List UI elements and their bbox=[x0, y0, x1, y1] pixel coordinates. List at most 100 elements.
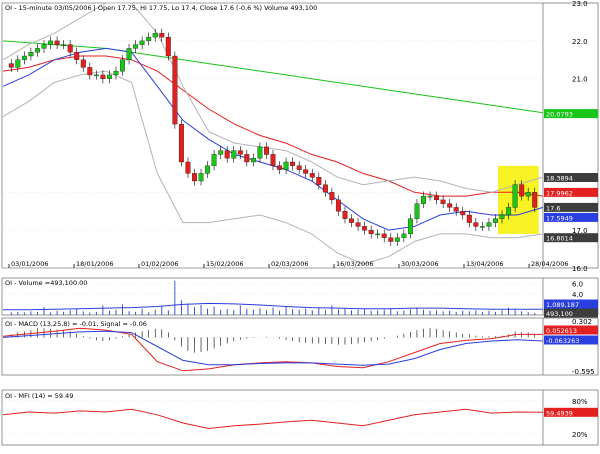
candle bbox=[35, 48, 40, 53]
date-label: 15/02/2006 bbox=[206, 260, 243, 268]
candle bbox=[460, 211, 466, 216]
candle bbox=[368, 229, 374, 235]
date-label: 02/03/2006 bbox=[271, 260, 308, 268]
volume-badge-bg bbox=[544, 299, 598, 309]
price-tick-label: 22.0 bbox=[572, 38, 588, 46]
volume-tick-label: 4.0 bbox=[572, 291, 583, 299]
candle bbox=[15, 59, 21, 68]
candle bbox=[303, 169, 309, 174]
candle bbox=[106, 74, 112, 79]
price-badge-bg bbox=[544, 109, 598, 119]
candle bbox=[178, 123, 184, 163]
candle bbox=[447, 203, 453, 208]
candle bbox=[100, 74, 106, 79]
candle bbox=[407, 218, 413, 235]
candle bbox=[211, 154, 217, 166]
candle bbox=[479, 226, 485, 228]
candle bbox=[218, 150, 224, 155]
candle bbox=[532, 192, 538, 208]
mfi-tick-label: 80% bbox=[572, 398, 588, 406]
price-badge-bg bbox=[544, 173, 598, 182]
candle bbox=[250, 158, 256, 163]
candle bbox=[525, 192, 531, 197]
candle bbox=[290, 161, 296, 166]
candle bbox=[67, 44, 73, 53]
price-badge: 17.9962 bbox=[546, 189, 573, 197]
candle bbox=[309, 173, 315, 178]
panel-frame-3 bbox=[1, 389, 599, 446]
highlight-box bbox=[498, 165, 539, 234]
date-label: 30/03/2006 bbox=[401, 260, 438, 268]
price-badge: 17.5949 bbox=[546, 214, 573, 222]
candle bbox=[283, 161, 289, 170]
mfi-badge: 59.4939 bbox=[546, 409, 573, 417]
macd-badge-bg bbox=[544, 335, 598, 345]
candle bbox=[401, 233, 407, 238]
panel-frame-1 bbox=[1, 277, 599, 316]
bollinger-upper-line bbox=[2, 2, 544, 193]
macd-tick-label: 0.302 bbox=[572, 318, 592, 326]
candle bbox=[329, 192, 335, 201]
candle bbox=[126, 48, 132, 60]
candle bbox=[146, 36, 152, 42]
candle bbox=[159, 33, 165, 38]
candle bbox=[375, 233, 381, 236]
candle bbox=[453, 207, 459, 212]
candle bbox=[244, 154, 250, 163]
candle bbox=[519, 184, 525, 197]
candle bbox=[165, 36, 171, 57]
candle bbox=[342, 211, 348, 219]
candle bbox=[61, 44, 67, 46]
candle bbox=[506, 207, 512, 216]
macd-badge: -0.063263 bbox=[546, 337, 579, 345]
date-label: 18/01/2006 bbox=[76, 260, 113, 268]
candle bbox=[224, 150, 230, 159]
mfi-tick-label: 20% bbox=[572, 431, 588, 439]
candle bbox=[499, 214, 505, 219]
candle bbox=[355, 222, 361, 227]
macd-tick-label: -0.595 bbox=[572, 368, 595, 376]
price-tick-label: 23.0 bbox=[572, 0, 588, 8]
candle bbox=[296, 165, 302, 170]
candle bbox=[198, 173, 204, 182]
candle bbox=[394, 237, 400, 242]
candle bbox=[8, 63, 14, 68]
candle bbox=[113, 70, 119, 76]
date-label: 03/01/2006 bbox=[11, 260, 48, 268]
candle bbox=[185, 161, 191, 174]
candle bbox=[28, 52, 34, 57]
date-label: 28/04/2006 bbox=[531, 260, 568, 268]
candle bbox=[120, 59, 125, 72]
price-badge: 16.8014 bbox=[546, 235, 573, 243]
price-badge-bg bbox=[544, 187, 598, 197]
candle bbox=[362, 226, 368, 231]
candle bbox=[172, 55, 178, 125]
date-label: 01/02/2006 bbox=[141, 260, 178, 268]
volume-badge: 493,100 bbox=[546, 310, 573, 318]
price-badge: 18.3894 bbox=[546, 175, 573, 183]
price-tick-label: 21.0 bbox=[572, 76, 588, 84]
macd-badge: 0.052613 bbox=[546, 327, 577, 335]
macd-badge-bg bbox=[544, 325, 598, 335]
candle bbox=[54, 40, 60, 45]
price-badge: 20.0793 bbox=[546, 111, 573, 119]
candle bbox=[466, 214, 472, 223]
candle bbox=[192, 173, 197, 182]
candle bbox=[93, 74, 99, 77]
date-label: 16/03/2006 bbox=[336, 260, 373, 268]
candle bbox=[349, 218, 354, 223]
macd-signal-line bbox=[2, 330, 544, 366]
volume-average-line bbox=[3, 302, 543, 311]
candle bbox=[270, 154, 276, 166]
volume-title: OI - Volume =493,100.00 bbox=[5, 279, 87, 287]
candle bbox=[322, 184, 328, 193]
volume-badge: 1,089,187 bbox=[546, 301, 579, 309]
candle bbox=[231, 150, 237, 159]
candle bbox=[80, 59, 86, 68]
price-badge: 17.6 bbox=[546, 204, 560, 212]
price-chart-title: OI - 15-minute 03/05/2006 | Open 17.75, … bbox=[5, 4, 317, 12]
volume-tick-label: 6.0 bbox=[572, 280, 583, 288]
candle bbox=[440, 199, 446, 204]
candle bbox=[316, 176, 322, 185]
